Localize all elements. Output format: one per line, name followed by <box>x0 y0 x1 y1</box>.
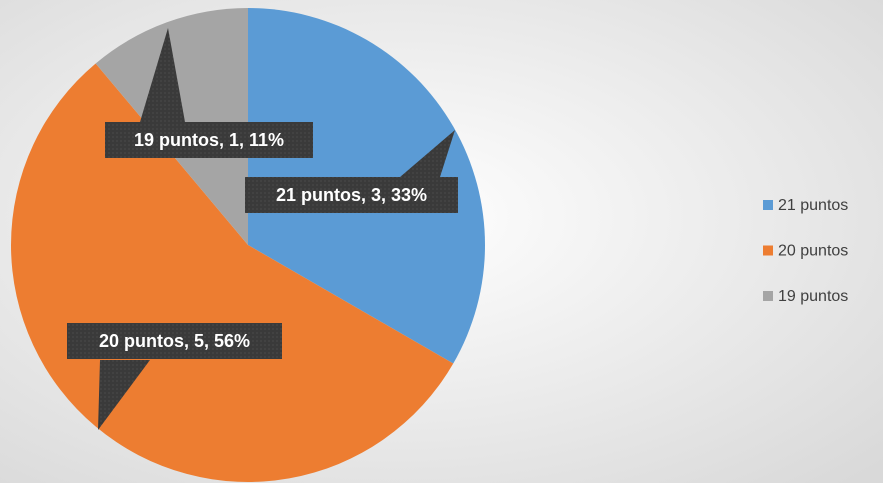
callout-pointer <box>98 360 150 430</box>
legend-label: 19 puntos <box>778 288 848 305</box>
data-label: 21 puntos, 3, 33% <box>276 185 427 205</box>
callout-box <box>105 122 313 158</box>
callout-box <box>245 177 458 213</box>
legend-swatch <box>763 200 773 210</box>
legend-swatch <box>763 291 773 301</box>
callout-pointer <box>400 130 455 177</box>
data-label: 19 puntos, 1, 11% <box>134 130 284 150</box>
legend-label: 20 puntos <box>778 243 848 260</box>
callout-pointer <box>140 28 185 122</box>
data-label: 20 puntos, 5, 56% <box>99 331 250 351</box>
legend-swatch <box>763 245 773 256</box>
callout-box <box>67 323 282 359</box>
legend-label: 21 puntos <box>778 197 848 214</box>
